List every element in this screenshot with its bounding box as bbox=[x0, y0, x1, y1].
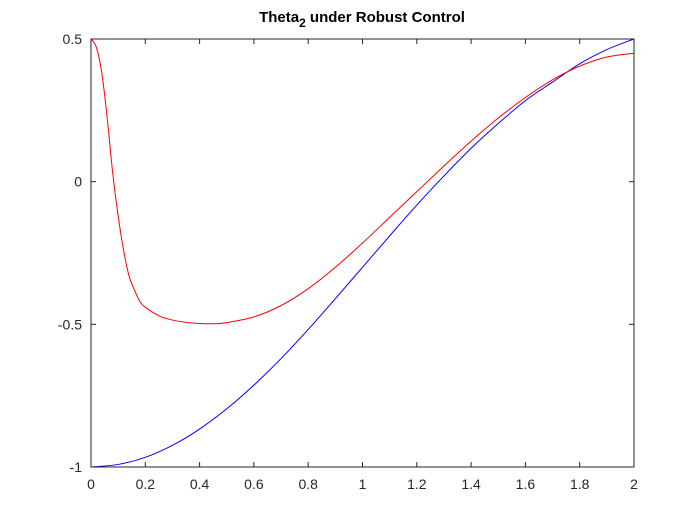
x-tick-label: 1.4 bbox=[461, 476, 481, 492]
series-line-2 bbox=[90, 38, 635, 325]
series-line-1 bbox=[90, 38, 635, 468]
y-tick-label: 0 bbox=[74, 174, 82, 190]
chart-title-main: Theta bbox=[259, 9, 300, 26]
series-layer bbox=[90, 38, 635, 468]
x-tick-label: 1.6 bbox=[516, 476, 536, 492]
x-tick-label: 0.8 bbox=[298, 476, 318, 492]
x-tick-label: 1 bbox=[359, 476, 367, 492]
axes-box bbox=[90, 38, 635, 468]
x-tick-label: 0.6 bbox=[244, 476, 264, 492]
y-tick-label: -1 bbox=[70, 459, 83, 475]
x-tick-label: 0 bbox=[87, 476, 95, 492]
ticks-layer: 0 0.2 0.4 0.6 0.8 1 1.2 1.4 1.6 1.8 2 -1 -0.5 0 0.5 bbox=[58, 31, 638, 492]
x-tick-label: 2 bbox=[630, 476, 638, 492]
x-tick-label: 1.8 bbox=[570, 476, 590, 492]
x-tick-label: 1.2 bbox=[407, 476, 427, 492]
y-tick-label: -0.5 bbox=[58, 316, 82, 332]
chart-title-rest: under Robust Control bbox=[306, 9, 465, 26]
chart-title: Theta2 under Robust Control bbox=[259, 9, 465, 30]
y-tick-label: 0.5 bbox=[63, 31, 83, 47]
chart-title-subscript: 2 bbox=[299, 16, 306, 30]
x-tick-label: 0.4 bbox=[190, 476, 210, 492]
x-tick-label: 0.2 bbox=[136, 476, 156, 492]
